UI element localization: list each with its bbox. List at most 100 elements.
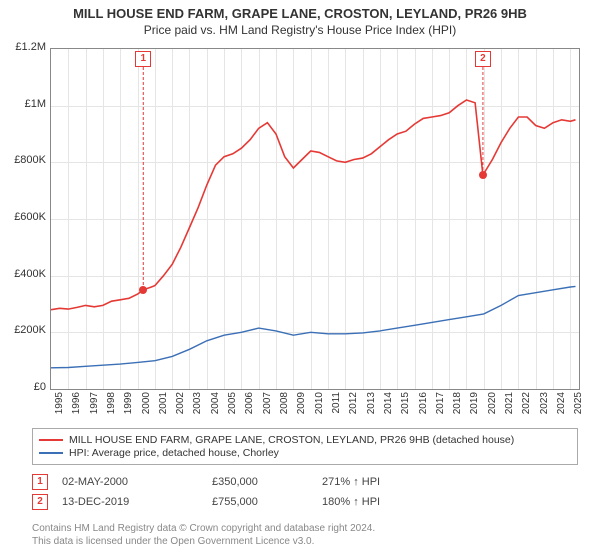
y-tick-label: £1M [2, 98, 46, 110]
x-tick-label: 2003 [192, 392, 203, 432]
gridline-v [68, 49, 69, 389]
copyright-line1: Contains HM Land Registry data © Crown c… [32, 522, 375, 535]
x-tick-label: 2011 [331, 392, 342, 432]
sale-point-2 [479, 171, 487, 179]
gridline-h [51, 162, 579, 163]
chart-subtitle: Price paid vs. HM Land Registry's House … [0, 23, 600, 37]
x-tick-label: 2005 [227, 392, 238, 432]
legend-swatch-property [39, 439, 63, 441]
x-tick-label: 2012 [348, 392, 359, 432]
gridline-v [207, 49, 208, 389]
gridline-v [570, 49, 571, 389]
x-tick-label: 2008 [279, 392, 290, 432]
sale-pct-2: 180% ↑ HPI [322, 496, 380, 508]
gridline-v [138, 49, 139, 389]
gridline-v [415, 49, 416, 389]
gridline-v [172, 49, 173, 389]
gridline-v [103, 49, 104, 389]
sale-price-1: £350,000 [212, 476, 322, 488]
x-tick-label: 1997 [89, 392, 100, 432]
legend-label-hpi: HPI: Average price, detached house, Chor… [69, 447, 279, 459]
series-property [51, 100, 576, 310]
x-tick-label: 1995 [54, 392, 65, 432]
sale-marker-2: 2 [32, 494, 48, 510]
x-tick-label: 1999 [123, 392, 134, 432]
sale-marker-box-2: 2 [475, 51, 491, 67]
gridline-h [51, 276, 579, 277]
gridline-v [311, 49, 312, 389]
gridline-v [224, 49, 225, 389]
gridline-v [432, 49, 433, 389]
x-tick-label: 2016 [418, 392, 429, 432]
gridline-v [466, 49, 467, 389]
x-tick-label: 2015 [400, 392, 411, 432]
y-tick-label: £800K [2, 154, 46, 166]
sale-date-2: 13-DEC-2019 [62, 496, 212, 508]
gridline-v [241, 49, 242, 389]
gridline-v [363, 49, 364, 389]
sale-row-2: 2 13-DEC-2019 £755,000 180% ↑ HPI [32, 494, 578, 510]
x-tick-label: 2019 [469, 392, 480, 432]
gridline-h [51, 332, 579, 333]
x-tick-label: 2014 [383, 392, 394, 432]
copyright: Contains HM Land Registry data © Crown c… [32, 522, 375, 548]
gridline-v [86, 49, 87, 389]
x-tick-label: 2007 [262, 392, 273, 432]
y-tick-label: £0 [2, 381, 46, 393]
sale-date-1: 02-MAY-2000 [62, 476, 212, 488]
gridline-v [120, 49, 121, 389]
sale-row-1: 1 02-MAY-2000 £350,000 271% ↑ HPI [32, 474, 578, 490]
sales-table: 1 02-MAY-2000 £350,000 271% ↑ HPI 2 13-D… [32, 470, 578, 514]
gridline-v [259, 49, 260, 389]
y-tick-label: £200K [2, 324, 46, 336]
x-tick-label: 2018 [452, 392, 463, 432]
x-tick-label: 2000 [141, 392, 152, 432]
gridline-v [293, 49, 294, 389]
x-tick-label: 2001 [158, 392, 169, 432]
x-tick-label: 1998 [106, 392, 117, 432]
x-tick-label: 2017 [435, 392, 446, 432]
x-tick-label: 2010 [314, 392, 325, 432]
x-tick-label: 2006 [244, 392, 255, 432]
chart-plot-area: 12 [50, 48, 580, 390]
x-tick-label: 2021 [504, 392, 515, 432]
x-tick-label: 2023 [539, 392, 550, 432]
gridline-v [553, 49, 554, 389]
x-tick-label: 1996 [71, 392, 82, 432]
x-tick-label: 2013 [366, 392, 377, 432]
sale-marker-box-1: 1 [135, 51, 151, 67]
sale-marker-1: 1 [32, 474, 48, 490]
x-tick-label: 2024 [556, 392, 567, 432]
copyright-line2: This data is licensed under the Open Gov… [32, 535, 375, 548]
gridline-h [51, 106, 579, 107]
sale-pct-1: 271% ↑ HPI [322, 476, 380, 488]
chart-title: MILL HOUSE END FARM, GRAPE LANE, CROSTON… [0, 6, 600, 21]
gridline-v [449, 49, 450, 389]
legend-item-hpi: HPI: Average price, detached house, Chor… [39, 447, 571, 459]
gridline-h [51, 219, 579, 220]
gridline-v [345, 49, 346, 389]
x-tick-label: 2025 [573, 392, 584, 432]
y-tick-label: £1.2M [2, 41, 46, 53]
gridline-v [276, 49, 277, 389]
legend: MILL HOUSE END FARM, GRAPE LANE, CROSTON… [32, 428, 578, 465]
gridline-v [484, 49, 485, 389]
gridline-v [397, 49, 398, 389]
gridline-v [189, 49, 190, 389]
x-tick-label: 2022 [521, 392, 532, 432]
sale-price-2: £755,000 [212, 496, 322, 508]
sale-point-1 [139, 286, 147, 294]
legend-label-property: MILL HOUSE END FARM, GRAPE LANE, CROSTON… [69, 434, 514, 446]
gridline-v [155, 49, 156, 389]
series-hpi [51, 286, 576, 367]
gridline-v [536, 49, 537, 389]
y-tick-label: £400K [2, 268, 46, 280]
gridline-v [518, 49, 519, 389]
gridline-v [328, 49, 329, 389]
gridline-v [380, 49, 381, 389]
x-tick-label: 2009 [296, 392, 307, 432]
x-tick-label: 2002 [175, 392, 186, 432]
x-tick-label: 2004 [210, 392, 221, 432]
x-tick-label: 2020 [487, 392, 498, 432]
legend-swatch-hpi [39, 452, 63, 454]
